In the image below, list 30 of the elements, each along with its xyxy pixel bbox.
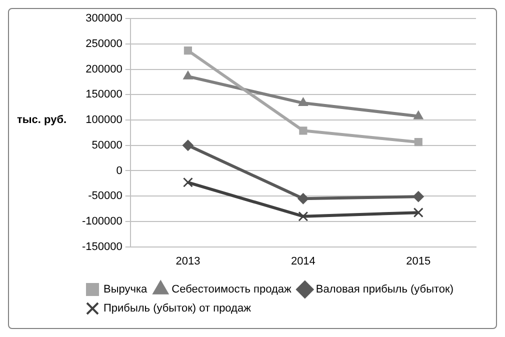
x-tick-label: 2013 bbox=[176, 255, 200, 268]
legend-label: Выручка bbox=[104, 284, 148, 296]
point bbox=[184, 46, 192, 55]
point bbox=[298, 211, 308, 222]
point bbox=[414, 110, 424, 120]
legend-label: Прибыль (убыток) от продаж bbox=[104, 302, 252, 315]
y-tick-label: 300000 bbox=[86, 12, 122, 25]
point bbox=[298, 193, 309, 204]
legend-label: Валовая прибыль (убыток) bbox=[316, 284, 454, 296]
y-tick-label: 250000 bbox=[86, 38, 122, 50]
point bbox=[298, 98, 308, 106]
y-tick-label: 50000 bbox=[92, 139, 122, 152]
y-tick-label: 150000 bbox=[86, 88, 122, 101]
point bbox=[183, 70, 193, 80]
y-tick-label: -100000 bbox=[82, 215, 122, 228]
x-tick-label: 2015 bbox=[406, 255, 431, 268]
point bbox=[182, 177, 193, 188]
y-axis-title: тыс. руб. bbox=[17, 114, 67, 126]
point bbox=[413, 208, 424, 218]
y-tick-label: 0 bbox=[116, 164, 122, 177]
legend-label: Себестоимость продаж bbox=[172, 284, 292, 296]
x-tick-label: 2014 bbox=[290, 255, 316, 268]
y-tick-label: 200000 bbox=[86, 63, 122, 76]
y-tick-label: 100000 bbox=[86, 114, 122, 126]
point bbox=[414, 138, 422, 146]
y-tick-label: -150000 bbox=[82, 240, 122, 253]
point bbox=[299, 126, 308, 135]
point bbox=[412, 191, 424, 202]
y-tick-label: -50000 bbox=[88, 190, 122, 202]
point bbox=[182, 140, 194, 151]
